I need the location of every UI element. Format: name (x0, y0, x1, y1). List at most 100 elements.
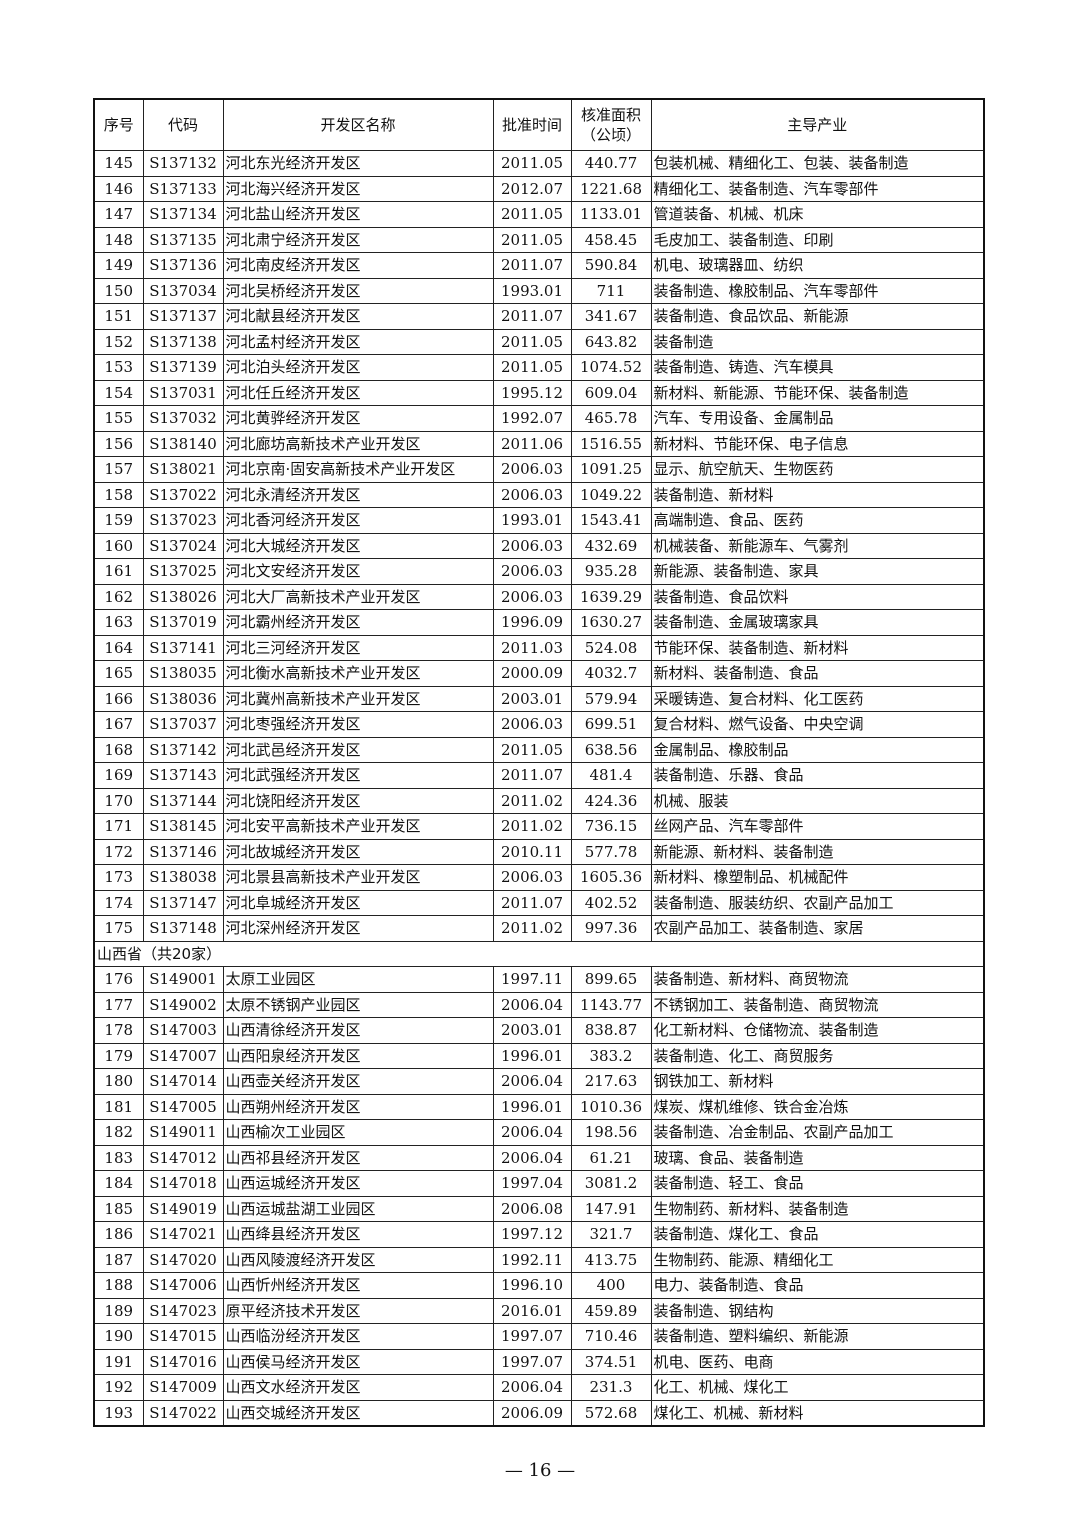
table-row: 174 S137147 河北阜城经济开发区 2011.07 402.52 装备制造、服装纺… (93, 889, 985, 916)
table-row: 176 S149001 太原工业园区 1997.11 899.65 装备制造、新材料、商贸… (93, 966, 985, 993)
zone-name-cell: 河北海兴经济开发区 (222, 175, 494, 202)
code-cell: S138140 (142, 430, 224, 457)
approval-date-cell: 2006.04 (492, 991, 572, 1018)
table-row: 178 S147003 山西清徐经济开发区 2003.01 838.87 化工新材料、仓储… (93, 1017, 985, 1044)
industry-cell: 装备制造、煤化工、食品 (650, 1221, 985, 1248)
industry-cell: 煤化工、机械、新材料 (650, 1399, 985, 1427)
area-cell: 402.52 (570, 889, 652, 916)
code-cell: S137024 (142, 532, 224, 559)
approval-date-cell: 2011.05 (492, 201, 572, 228)
area-cell: 459.89 (570, 1297, 652, 1324)
code-cell: S137133 (142, 175, 224, 202)
serial-cell: 176 (93, 966, 144, 993)
province-row: 山西省（共20家） (93, 940, 985, 967)
serial-cell: 180 (93, 1068, 144, 1095)
industry-cell: 装备制造、化工、商贸服务 (650, 1042, 985, 1069)
area-cell: 1221.68 (570, 175, 652, 202)
zone-name-cell: 河北大厂高新技术产业开发区 (222, 583, 494, 610)
zone-name-cell: 河北武邑经济开发区 (222, 736, 494, 763)
industry-cell: 装备制造 (650, 328, 985, 355)
code-cell: S137142 (142, 736, 224, 763)
zone-name-cell: 河北景县高新技术产业开发区 (222, 864, 494, 891)
serial-cell: 183 (93, 1144, 144, 1171)
zone-name-cell: 河北永清经济开发区 (222, 481, 494, 508)
province-section: 山西省（共20家） (93, 940, 985, 967)
zone-name-cell: 河北东光经济开发区 (222, 150, 494, 177)
code-cell: S137138 (142, 328, 224, 355)
area-cell: 579.94 (570, 685, 652, 712)
approval-date-cell: 2011.02 (492, 787, 572, 814)
industry-cell: 不锈钢加工、装备制造、商贸物流 (650, 991, 985, 1018)
serial-cell: 177 (93, 991, 144, 1018)
zone-name-cell: 山西阳泉经济开发区 (222, 1042, 494, 1069)
area-cell: 838.87 (570, 1017, 652, 1044)
area-cell: 374.51 (570, 1348, 652, 1375)
header-approved-area: 核准面积 （公顷） (570, 98, 652, 151)
zone-name-cell: 河北深州经济开发区 (222, 915, 494, 942)
industry-cell: 管道装备、机械、机床 (650, 201, 985, 228)
serial-cell: 192 (93, 1374, 144, 1401)
serial-cell: 193 (93, 1399, 144, 1427)
serial-cell: 145 (93, 150, 144, 177)
approval-date-cell: 2006.03 (492, 481, 572, 508)
zone-name-cell: 河北霸州经济开发区 (222, 609, 494, 636)
page-number: — 16 — (504, 1460, 576, 1481)
table-row: 162 S138026 河北大厂高新技术产业开发区 2006.03 1639.29 装备制… (93, 583, 985, 610)
area-cell: 61.21 (570, 1144, 652, 1171)
area-cell: 383.2 (570, 1042, 652, 1069)
table-row: 145 S137132 河北东光经济开发区 2011.05 440.77 包装机械、精细化… (93, 150, 985, 177)
zone-name-cell: 河北肃宁经济开发区 (222, 226, 494, 253)
serial-cell: 174 (93, 889, 144, 916)
industry-cell: 化工新材料、仓储物流、装备制造 (650, 1017, 985, 1044)
code-cell: S138038 (142, 864, 224, 891)
area-cell: 198.56 (570, 1119, 652, 1146)
table-row: 148 S137135 河北肃宁经济开发区 2011.05 458.45 毛皮加工、装备制… (93, 226, 985, 253)
table-row: 190 S147015 山西临汾经济开发区 1997.07 710.46 装备制造、塑料编… (93, 1323, 985, 1350)
table-row: 156 S138140 河北廊坊高新技术产业开发区 2011.06 1516.55 新材料… (93, 430, 985, 457)
approval-date-cell: 1997.07 (492, 1323, 572, 1350)
approval-date-cell: 1992.07 (492, 405, 572, 432)
approval-date-cell: 2006.03 (492, 558, 572, 585)
approval-date-cell: 2011.07 (492, 252, 572, 279)
serial-cell: 169 (93, 762, 144, 789)
code-cell: S147021 (142, 1221, 224, 1248)
header-serial: 序号 (93, 98, 144, 151)
code-cell: S137143 (142, 762, 224, 789)
code-cell: S149002 (142, 991, 224, 1018)
approval-date-cell: 2011.07 (492, 303, 572, 330)
approval-date-cell: 2011.07 (492, 762, 572, 789)
industry-cell: 机械、服装 (650, 787, 985, 814)
approval-date-cell: 2006.03 (492, 583, 572, 610)
header-zone-name: 开发区名称 (222, 98, 494, 151)
approval-date-cell: 1997.11 (492, 966, 572, 993)
table-row: 149 S137136 河北南皮经济开发区 2011.07 590.84 机电、玻璃器皿、… (93, 252, 985, 279)
code-cell: S137025 (142, 558, 224, 585)
zone-name-cell: 河北南皮经济开发区 (222, 252, 494, 279)
approval-date-cell: 2006.04 (492, 1068, 572, 1095)
serial-cell: 175 (93, 915, 144, 942)
zone-name-cell: 河北香河经济开发区 (222, 507, 494, 534)
code-cell: S147016 (142, 1348, 224, 1375)
code-cell: S147023 (142, 1297, 224, 1324)
code-cell: S137139 (142, 354, 224, 381)
table-row: 151 S137137 河北献县经济开发区 2011.07 341.67 装备制造、食品饮… (93, 303, 985, 330)
area-cell: 1143.77 (570, 991, 652, 1018)
zone-name-cell: 河北故城经济开发区 (222, 838, 494, 865)
table-row: 159 S137023 河北香河经济开发区 1993.01 1543.41 高端制造、食品… (93, 507, 985, 534)
approval-date-cell: 1996.01 (492, 1042, 572, 1069)
table-row: 184 S147018 山西运城经济开发区 1997.04 3081.2 装备制造、轻工、… (93, 1170, 985, 1197)
code-cell: S137136 (142, 252, 224, 279)
serial-cell: 164 (93, 634, 144, 661)
serial-cell: 154 (93, 379, 144, 406)
approval-date-cell: 2006.03 (492, 532, 572, 559)
table-row: 154 S137031 河北任丘经济开发区 1995.12 609.04 新材料、新能源、… (93, 379, 985, 406)
approval-date-cell: 2011.05 (492, 354, 572, 381)
industry-cell: 机械装备、新能源车、气雾剂 (650, 532, 985, 559)
area-cell: 465.78 (570, 405, 652, 432)
table-row: 160 S137024 河北大城经济开发区 2006.03 432.69 机械装备、新能源… (93, 532, 985, 559)
approval-date-cell: 1996.10 (492, 1272, 572, 1299)
industry-cell: 装备制造、钢结构 (650, 1297, 985, 1324)
industry-cell: 机电、医药、电商 (650, 1348, 985, 1375)
table-row: 147 S137134 河北盐山经济开发区 2011.05 1133.01 管道装备、机械… (93, 201, 985, 228)
zone-name-cell: 河北武强经济开发区 (222, 762, 494, 789)
